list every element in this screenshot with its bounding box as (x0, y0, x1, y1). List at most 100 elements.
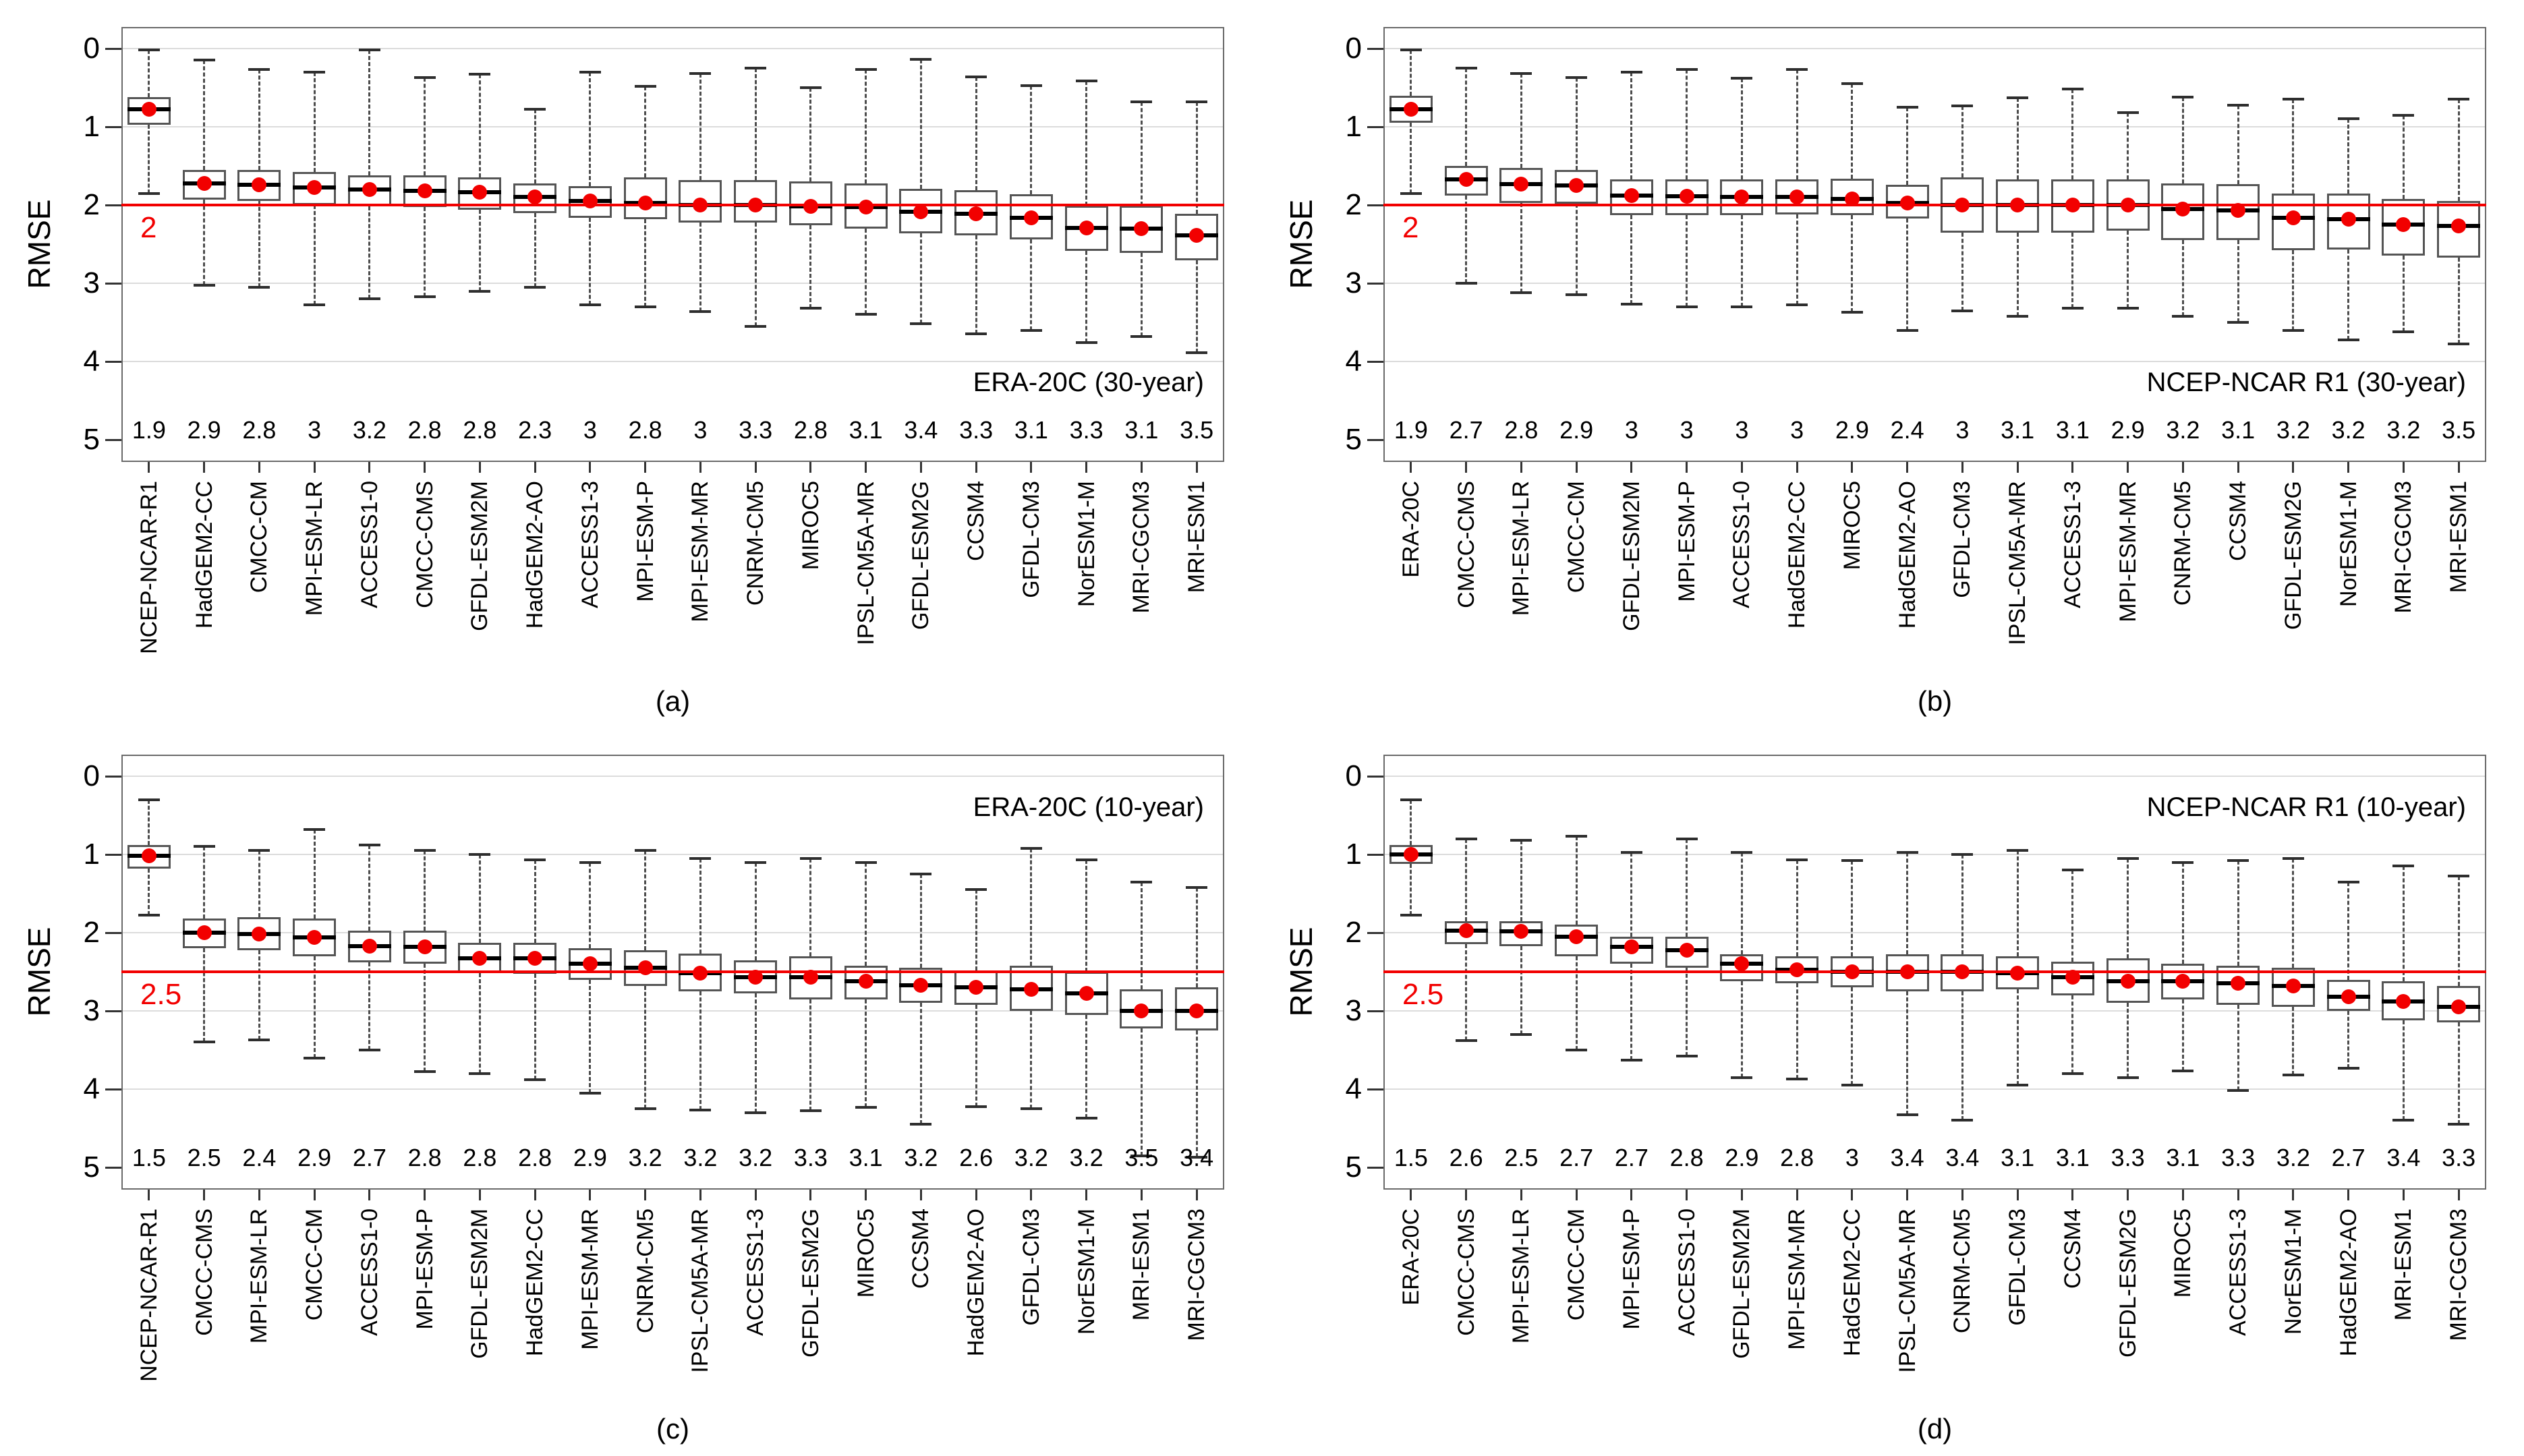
mean-dot (1624, 939, 1639, 954)
whisker-upper (865, 69, 867, 183)
whisker-upper (809, 88, 812, 182)
value-label-CNRM-CM5: 3.4 (1945, 1144, 1980, 1171)
gridline-3 (123, 283, 1223, 284)
mean-dot (2120, 973, 2135, 989)
x-axis-tick (589, 1190, 592, 1200)
x-label-MRI-ESM1: MRI-ESM1 (1184, 481, 1210, 593)
value-label-CMCC-CM: 2.9 (1559, 416, 1594, 444)
value-label-HadGEM2-AO: 2.7 (2331, 1144, 2365, 1171)
y-axis-tick-5 (105, 1167, 121, 1169)
x-label-ERA-20C: ERA-20C (1398, 481, 1424, 578)
y-axis-tick-3 (105, 1010, 121, 1012)
whisker-upper (1961, 105, 1963, 178)
whisker-upper (368, 845, 371, 931)
x-label-CNRM-CM5: CNRM-CM5 (2170, 481, 2196, 606)
whisker-lower (1085, 251, 1088, 343)
x-label-GFDL-CM3: GFDL-CM3 (1018, 481, 1044, 598)
whisker-upper (2402, 866, 2405, 981)
value-label-MPI-ESM-MR: 2.8 (1780, 1144, 1814, 1171)
whisker-cap-max (799, 1109, 822, 1113)
whisker-cap-min (2172, 95, 2194, 98)
x-label-GFDL-CM3: GFDL-CM3 (1949, 481, 1976, 598)
value-label-GFDL-ESM2G: 3.3 (793, 1144, 828, 1171)
value-label-NorESM1-M: 3.3 (1069, 416, 1103, 444)
y-axis-tick-2 (1367, 204, 1383, 206)
mean-dot (527, 190, 543, 205)
value-label-CMCC-CMS: 2.6 (1449, 1144, 1483, 1171)
y-axis-tick-0 (105, 776, 121, 778)
whisker-cap-max (2007, 314, 2029, 318)
y-axis-tick-4 (105, 1088, 121, 1090)
mean-dot (2065, 198, 2080, 212)
whisker-cap-max (1455, 282, 1477, 285)
whisker-lower (1630, 964, 1633, 1061)
whisker-lower (1961, 232, 1963, 311)
x-label-ACCESS1-3: ACCESS1-3 (577, 481, 603, 608)
y-axis-label-1: 1 (1345, 838, 1362, 871)
whisker-lower (2127, 1003, 2129, 1078)
whisker-upper (2016, 850, 2019, 956)
whisker-upper (2347, 119, 2350, 194)
x-axis-tick (313, 1190, 316, 1200)
whisker-upper (1520, 840, 1522, 921)
whisker-cap-min (1786, 68, 1808, 71)
y-axis-tick-0 (105, 48, 121, 50)
whisker-cap-min (1675, 837, 1698, 840)
x-label-MPI-ESM-MR: MPI-ESM-MR (1784, 1209, 1810, 1350)
whisker-upper (2457, 876, 2460, 986)
value-label-ACCESS1-0: 3 (1735, 416, 1749, 444)
whisker-upper (1796, 69, 1798, 179)
whisker-lower (2016, 989, 2019, 1086)
x-label-GFDL-ESM2G: GFDL-ESM2G (797, 1209, 824, 1358)
value-label-CMCC-CM: 2.8 (242, 416, 277, 444)
whisker-lower (1520, 945, 1522, 1035)
mean-dot (1458, 923, 1474, 938)
mean-dot (252, 177, 267, 192)
whisker-cap-min (1620, 850, 1642, 854)
whisker-cap-max (1786, 303, 1808, 307)
x-axis-tick (1796, 462, 1798, 473)
x-label-MRI-ESM1: MRI-ESM1 (1128, 1209, 1155, 1321)
whisker-upper (919, 59, 922, 189)
y-axis-tick-1 (1367, 126, 1383, 128)
value-label-MRI-CGCM3: 3.3 (2442, 1144, 2476, 1171)
x-label-ACCESS1-3: ACCESS1-3 (2225, 1209, 2251, 1336)
value-label-IPSL-CM5A-MR: 3.4 (1890, 1144, 1924, 1171)
value-label-MPI-ESM-LR: 2.8 (1504, 416, 1539, 444)
whisker-upper (1085, 860, 1088, 972)
y-axis-label-3: 3 (1345, 266, 1362, 299)
gridline-4 (123, 1088, 1223, 1090)
mean-dot (2120, 198, 2135, 212)
value-label-NCEP-NCAR-R1: 1.9 (132, 416, 166, 444)
whisker-cap-min (579, 861, 601, 864)
y-axis-label-4: 4 (1345, 345, 1362, 378)
whisker-lower (313, 205, 316, 305)
x-label-HadGEM2-AO: HadGEM2-AO (1894, 481, 1920, 629)
whisker-cap-max (2448, 343, 2470, 346)
whisker-lower (2402, 256, 2405, 332)
x-label-CMCC-CM: CMCC-CM (1564, 1209, 1590, 1321)
whisker-cap-max (1020, 1107, 1042, 1110)
whisker-upper (2181, 96, 2184, 183)
x-axis-tick (1740, 1190, 1743, 1200)
value-label-NCEP-NCAR-R1: 1.5 (132, 1144, 166, 1171)
whisker-cap-min (138, 49, 160, 52)
x-axis-tick (1630, 462, 1633, 473)
whisker-cap-min (2061, 869, 2084, 872)
whisker-lower (644, 219, 647, 307)
whisker-cap-min (1731, 77, 1753, 80)
whisker-cap-min (248, 68, 270, 71)
whisker-cap-max (689, 310, 712, 313)
whisker-upper (699, 858, 701, 954)
x-axis-tick (2457, 1190, 2460, 1200)
x-label-MIROC5: MIROC5 (1839, 481, 1865, 571)
x-label-CCSM4: CCSM4 (2059, 1209, 2086, 1289)
whisker-upper (975, 890, 977, 970)
whisker-lower (2292, 1007, 2295, 1076)
y-axis-tick-1 (105, 126, 121, 128)
x-label-ACCESS1-0: ACCESS1-0 (356, 481, 382, 608)
whisker-cap-max (910, 1123, 932, 1126)
whisker-upper (2292, 858, 2295, 968)
gridline-3 (1385, 283, 2485, 284)
x-axis-tick (919, 1190, 922, 1200)
